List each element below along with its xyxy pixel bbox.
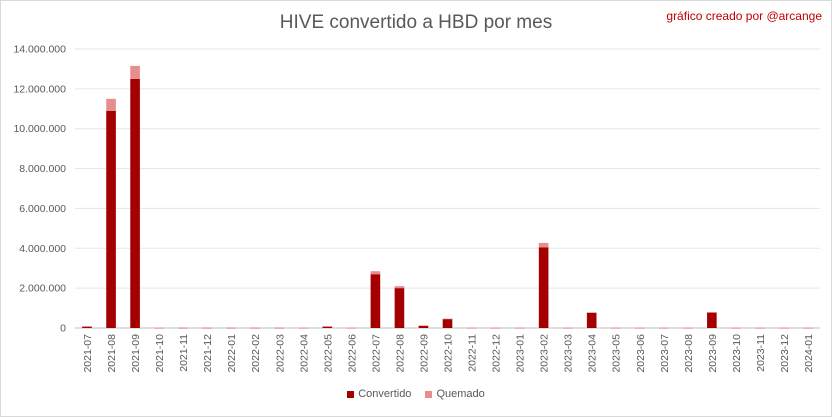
bar-quemado-2023-07 xyxy=(658,327,669,329)
bar-quemado-2021-09 xyxy=(130,65,140,79)
x-tick-label: 2022-05 xyxy=(322,334,334,373)
bar-quemado-2022-10 xyxy=(442,318,453,320)
bar-quemado-2022-03 xyxy=(274,327,285,329)
bar-convertido-2022-08 xyxy=(394,288,405,328)
bar-quemado-2021-12 xyxy=(202,327,212,329)
x-tick-label: 2022-06 xyxy=(346,334,358,373)
bar-quemado-2023-02 xyxy=(538,242,549,248)
bar-convertido-2022-10 xyxy=(442,319,453,328)
y-tick-label: 4.000.000 xyxy=(19,243,66,255)
x-tick-label: 2021-11 xyxy=(178,334,190,372)
x-tick-label: 2022-02 xyxy=(250,334,262,373)
y-tick-label: 8.000.000 xyxy=(19,163,66,175)
bar-convertido-2023-02 xyxy=(538,247,549,328)
bar-quemado-2023-11 xyxy=(755,327,765,329)
bar-quemado-2022-02 xyxy=(250,327,261,329)
y-axis-ticks: 0 2.000.000 4.000.000 6.000.000 8.000.000 10.… xyxy=(13,44,66,335)
bar-quemado-2022-12 xyxy=(490,327,501,329)
bar-quemado-2024-01 xyxy=(803,327,813,329)
x-tick-label: 2022-12 xyxy=(491,334,503,373)
legend-swatch-convertido xyxy=(347,390,355,398)
y-tick-label: 2.000.000 xyxy=(19,283,66,295)
bar-quemado-2022-07 xyxy=(370,271,381,275)
bar-quemado-2023-04 xyxy=(586,312,597,313)
x-tick-label: 2024-01 xyxy=(803,334,815,373)
bar-convertido-2022-05 xyxy=(322,326,333,328)
bar-quemado-2021-07 xyxy=(82,326,92,327)
chart-credit: gráfico creado por @arcange xyxy=(666,9,822,23)
x-tick-label: 2022-03 xyxy=(274,334,286,373)
x-tick-label: 2023-11 xyxy=(755,334,767,372)
bar-quemado-2023-05 xyxy=(610,327,621,329)
legend-item-quemado: Quemado xyxy=(425,388,485,400)
x-tick-label: 2021-07 xyxy=(82,334,94,373)
x-tick-label: 2021-09 xyxy=(130,334,142,373)
x-tick-label: 2023-09 xyxy=(707,334,719,373)
bar-quemado-2022-11 xyxy=(466,327,477,329)
bar-quemado-2021-10 xyxy=(154,327,164,329)
bars xyxy=(82,65,813,329)
y-tick-label: 0 xyxy=(60,323,66,335)
y-tick-label: 14.000.000 xyxy=(13,44,66,56)
x-tick-label: 2023-03 xyxy=(563,334,575,373)
bar-quemado-2023-09 xyxy=(707,312,717,313)
x-tick-label: 2023-02 xyxy=(539,334,551,373)
legend-swatch-quemado xyxy=(425,390,433,398)
bar-quemado-2022-06 xyxy=(346,327,357,329)
x-tick-label: 2023-07 xyxy=(659,334,671,373)
bar-quemado-2022-08 xyxy=(394,286,405,289)
bar-quemado-2022-04 xyxy=(298,327,309,329)
bar-convertido-2023-04 xyxy=(586,312,597,328)
bar-quemado-2023-03 xyxy=(562,327,573,329)
bar-convertido-2021-08 xyxy=(106,110,116,329)
bar-quemado-2021-11 xyxy=(178,327,188,329)
bar-quemado-2023-06 xyxy=(634,327,645,329)
bar-convertido-2022-09 xyxy=(418,325,429,328)
x-tick-label: 2021-12 xyxy=(202,334,214,373)
bar-quemado-2021-08 xyxy=(106,98,116,111)
x-tick-label: 2022-07 xyxy=(370,334,382,373)
y-tick-label: 10.000.000 xyxy=(13,123,66,135)
x-tick-label: 2021-10 xyxy=(154,334,166,373)
x-tick-label: 2022-08 xyxy=(394,334,406,373)
bar-convertido-2021-07 xyxy=(82,326,92,328)
legend: Convertido Quemado xyxy=(0,388,832,400)
bar-convertido-2022-07 xyxy=(370,274,381,328)
x-tick-label: 2023-10 xyxy=(731,334,743,373)
bar-quemado-2022-01 xyxy=(226,327,237,329)
x-tick-label: 2023-05 xyxy=(611,334,623,373)
bar-quemado-2022-05 xyxy=(322,326,333,327)
bar-convertido-2021-09 xyxy=(130,78,140,329)
x-tick-label: 2022-09 xyxy=(418,334,430,373)
bar-quemado-2023-01 xyxy=(514,327,525,329)
x-tick-label: 2023-04 xyxy=(587,334,599,373)
x-tick-label: 2021-08 xyxy=(106,334,118,373)
bar-quemado-2022-09 xyxy=(418,325,429,327)
x-tick-label: 2023-01 xyxy=(515,334,527,373)
legend-item-convertido: Convertido xyxy=(347,388,411,400)
legend-label-quemado: Quemado xyxy=(436,388,485,400)
x-tick-label: 2023-12 xyxy=(779,334,791,373)
x-tick-label: 2023-08 xyxy=(683,334,695,373)
x-tick-label: 2022-04 xyxy=(298,334,310,373)
legend-label-convertido: Convertido xyxy=(358,388,412,400)
bar-quemado-2023-12 xyxy=(779,327,789,329)
x-tick-label: 2023-06 xyxy=(635,334,647,373)
x-tick-label: 2022-10 xyxy=(443,334,455,373)
x-tick-label: 2022-01 xyxy=(226,334,238,373)
x-axis-ticks: 2021-07 2021-08 2021-09 2021-10 2021-11 2021-… xyxy=(82,334,815,373)
gridlines xyxy=(75,48,820,329)
x-tick-label: 2022-11 xyxy=(467,334,479,372)
chart-title: HIVE convertido a HBD por mes xyxy=(279,12,553,33)
y-tick-label: 12.000.000 xyxy=(13,83,66,95)
bar-quemado-2023-10 xyxy=(731,327,741,329)
y-tick-label: 6.000.000 xyxy=(19,203,66,215)
bar-convertido-2023-09 xyxy=(707,312,717,328)
bar-quemado-2023-08 xyxy=(683,327,693,329)
